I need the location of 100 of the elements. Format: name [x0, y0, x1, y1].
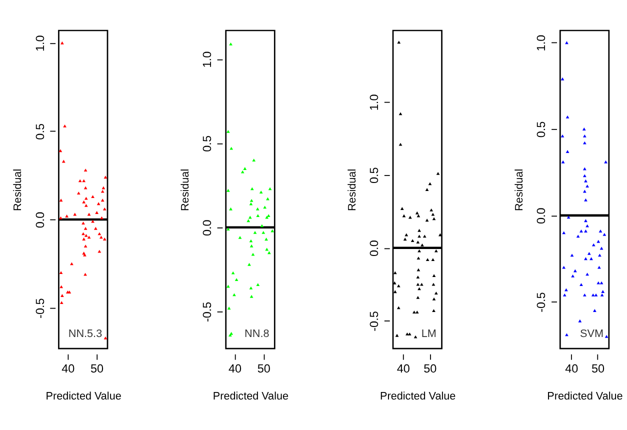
point	[243, 167, 247, 170]
point	[408, 332, 412, 336]
x-axis-title: Predicted Value	[380, 390, 456, 403]
y-axis-title: Residual	[346, 168, 359, 212]
point	[566, 115, 570, 118]
y-tick-label: 0.5	[200, 135, 214, 152]
point	[60, 294, 64, 297]
y-axis-title: Residual	[12, 168, 24, 212]
point	[249, 286, 253, 290]
point	[414, 335, 418, 338]
point	[252, 158, 256, 162]
point	[598, 254, 602, 257]
point	[238, 236, 242, 239]
point	[60, 41, 64, 44]
y-tick-label: -0.5	[535, 292, 548, 312]
point	[229, 42, 232, 46]
point	[580, 230, 583, 232]
point	[586, 184, 589, 188]
point	[406, 332, 409, 336]
point	[250, 294, 254, 298]
point	[104, 176, 108, 179]
point	[600, 281, 604, 284]
y-tick-label: 1.0	[535, 34, 548, 52]
point	[561, 160, 565, 164]
y-tick-label: 0.0	[535, 207, 548, 224]
point	[566, 150, 570, 153]
point	[60, 301, 64, 304]
x-tick-label: 40	[565, 362, 579, 376]
y-tick-label: 0.0	[368, 240, 382, 256]
y-tick-label: -0.5	[200, 301, 214, 322]
point	[96, 202, 100, 206]
point	[398, 112, 402, 116]
point	[102, 238, 106, 240]
point	[240, 170, 244, 174]
point	[432, 282, 436, 286]
point	[82, 179, 86, 182]
point	[582, 293, 586, 296]
point	[246, 219, 250, 222]
point	[253, 230, 257, 234]
point	[604, 334, 608, 338]
point	[256, 207, 260, 210]
point	[58, 149, 62, 152]
point	[251, 252, 255, 256]
y-tick-label: -0.5	[368, 310, 382, 332]
point	[91, 220, 94, 223]
x-axis-title: Predicted Value	[212, 390, 289, 403]
point	[256, 283, 260, 286]
point	[227, 306, 231, 310]
point	[596, 281, 600, 284]
annotation: LM	[421, 328, 436, 340]
x-tick-label: 50	[257, 362, 271, 376]
point	[434, 292, 438, 295]
point	[84, 272, 87, 276]
point	[591, 293, 595, 296]
point	[418, 228, 421, 232]
y-tick-label: 0.0	[34, 211, 47, 228]
point	[84, 234, 88, 237]
point	[596, 240, 600, 243]
point	[226, 228, 230, 231]
point	[267, 251, 271, 254]
point	[393, 290, 397, 294]
point	[436, 172, 440, 175]
point	[582, 128, 586, 130]
point	[250, 244, 254, 248]
point	[395, 334, 399, 337]
point	[84, 168, 88, 172]
x-axis-title: Predicted Value	[547, 390, 623, 403]
point	[416, 282, 420, 286]
x-tick-label: 50	[592, 362, 606, 376]
x-tick-label: 40	[62, 362, 76, 376]
x-tick-label: 50	[90, 362, 104, 376]
point	[584, 198, 588, 202]
y-tick-label: 1.0	[200, 50, 214, 68]
point	[82, 222, 85, 225]
point	[416, 256, 420, 260]
point	[566, 216, 570, 219]
point	[562, 293, 566, 296]
point	[431, 258, 435, 261]
point	[229, 207, 232, 210]
point	[560, 134, 564, 138]
annotation: NN.5.3	[68, 328, 102, 340]
point	[82, 232, 85, 236]
point	[412, 310, 416, 314]
point	[98, 250, 102, 253]
y-tick-label: 0.5	[535, 120, 548, 138]
y-tick-label: 1.0	[368, 94, 382, 111]
point	[84, 204, 88, 207]
point	[560, 77, 564, 80]
point	[398, 142, 402, 146]
point	[425, 218, 429, 222]
y-tick-label: -0.5	[34, 298, 47, 318]
point	[396, 306, 400, 310]
point	[584, 257, 588, 260]
point	[263, 206, 267, 209]
point	[578, 319, 582, 322]
point	[426, 258, 430, 261]
point	[565, 41, 568, 44]
point	[226, 130, 230, 133]
point	[82, 238, 86, 240]
point	[416, 276, 420, 278]
